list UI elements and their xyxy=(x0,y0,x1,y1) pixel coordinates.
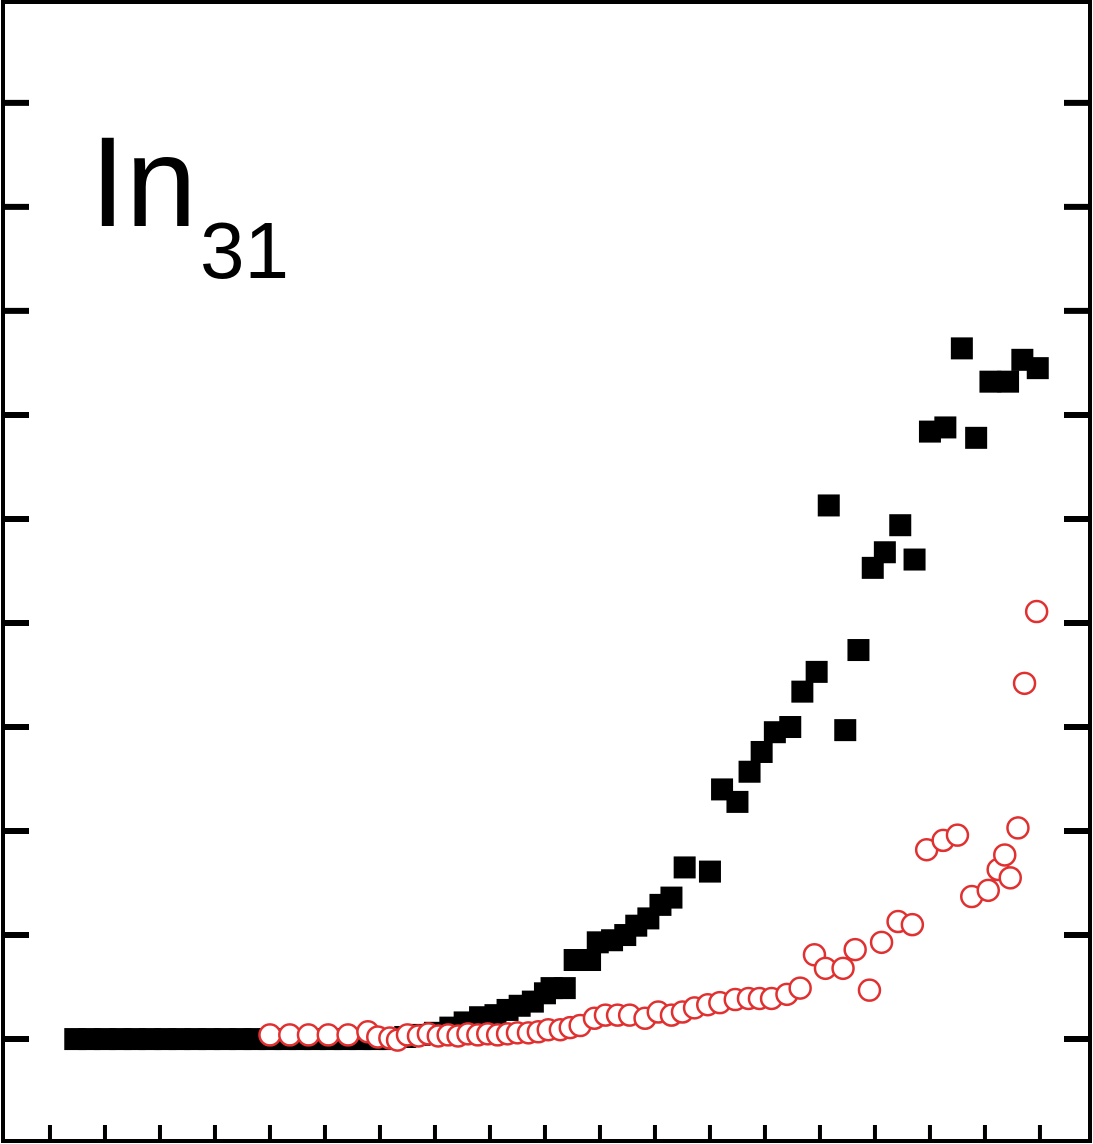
data-point xyxy=(998,866,1023,890)
data-point xyxy=(889,514,912,537)
data-point xyxy=(997,370,1020,393)
data-point xyxy=(296,1023,321,1047)
data-point xyxy=(843,937,867,962)
data-point xyxy=(950,337,973,360)
data-point xyxy=(1024,599,1049,624)
data-point xyxy=(673,856,696,879)
data-point xyxy=(258,1023,282,1047)
data-point xyxy=(945,823,970,847)
data-point xyxy=(805,660,828,683)
data-point xyxy=(316,1023,341,1047)
data-point xyxy=(831,956,855,981)
data-point xyxy=(903,548,926,571)
data-point xyxy=(1006,816,1030,840)
data-point xyxy=(965,426,988,449)
data-point xyxy=(834,719,857,742)
data-point xyxy=(934,416,957,439)
annotation: In xyxy=(90,111,197,254)
data-point xyxy=(779,716,802,739)
data-point xyxy=(900,912,925,937)
data-point xyxy=(738,760,761,783)
data-point xyxy=(750,740,773,763)
data-point xyxy=(1012,671,1037,696)
data-point xyxy=(791,680,814,703)
data-point xyxy=(336,1023,360,1047)
data-point xyxy=(660,886,683,909)
data-point xyxy=(1026,357,1049,380)
data-point xyxy=(726,790,749,813)
data-point xyxy=(857,978,882,1002)
data-point xyxy=(869,930,894,955)
data-point xyxy=(976,878,1001,903)
annotation-subscript: 31 xyxy=(200,206,289,295)
data-point xyxy=(579,949,602,972)
data-point xyxy=(979,370,1002,393)
data-point xyxy=(817,494,840,517)
data-point xyxy=(993,843,1017,867)
data-point xyxy=(873,541,896,564)
data-point xyxy=(553,977,576,1000)
data-point xyxy=(698,860,721,883)
data-point xyxy=(847,639,870,662)
data-point xyxy=(788,976,812,1000)
